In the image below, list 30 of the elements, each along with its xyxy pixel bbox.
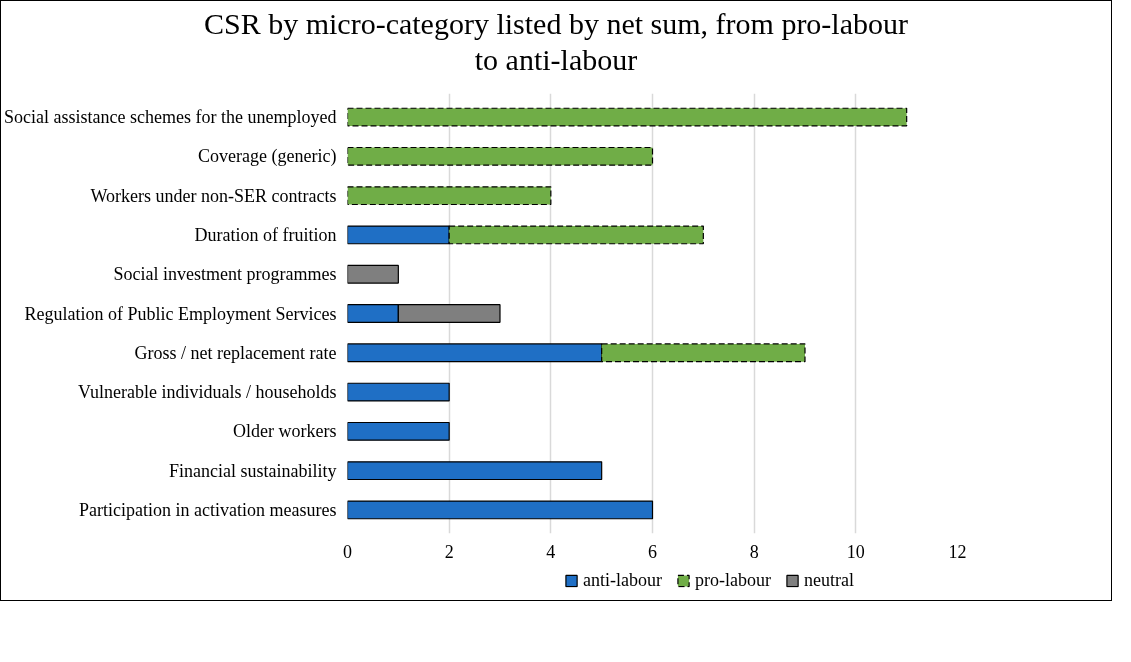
y-tick-label: Duration of fruition <box>194 224 337 245</box>
x-tick-label: 8 <box>749 541 759 562</box>
x-tick-label: 10 <box>846 541 865 562</box>
y-tick-label: Older workers <box>233 421 337 442</box>
x-tick-label: 12 <box>948 541 967 562</box>
y-tick-label: Coverage (generic) <box>198 146 337 168</box>
x-tick-label: 0 <box>343 541 352 562</box>
y-tick-label: Vulnerable individuals / households <box>78 382 337 403</box>
x-tick-label: 4 <box>546 541 556 562</box>
bar <box>347 186 552 206</box>
legend-label: pro-labour <box>695 569 771 591</box>
y-tick-label: Social investment programmes <box>113 264 337 285</box>
legend-label: anti-labour <box>583 569 663 591</box>
chart-title: CSR by micro-category listed by net sum, from pro-labour to anti-labour <box>203 6 909 78</box>
y-tick-label: Social assistance schemes for the unemployed <box>4 107 337 128</box>
bar <box>347 264 399 284</box>
bar <box>347 107 908 127</box>
y-tick-label: Workers under non-SER contracts <box>90 185 337 206</box>
x-tick-label: 2 <box>444 541 454 562</box>
x-tick-label: 6 <box>648 541 657 562</box>
legend-label: neutral <box>803 569 854 591</box>
y-tick-label: Regulation of Public Employment Services <box>24 303 337 324</box>
bar <box>347 382 450 402</box>
bar <box>347 146 654 166</box>
y-tick-label: Participation in activation measures <box>79 499 337 520</box>
bar <box>347 500 654 520</box>
bar <box>347 421 450 441</box>
bar <box>347 461 603 481</box>
y-tick-label: Financial sustainability <box>169 460 337 481</box>
y-tick-label: Gross / net replacement rate <box>134 342 337 363</box>
